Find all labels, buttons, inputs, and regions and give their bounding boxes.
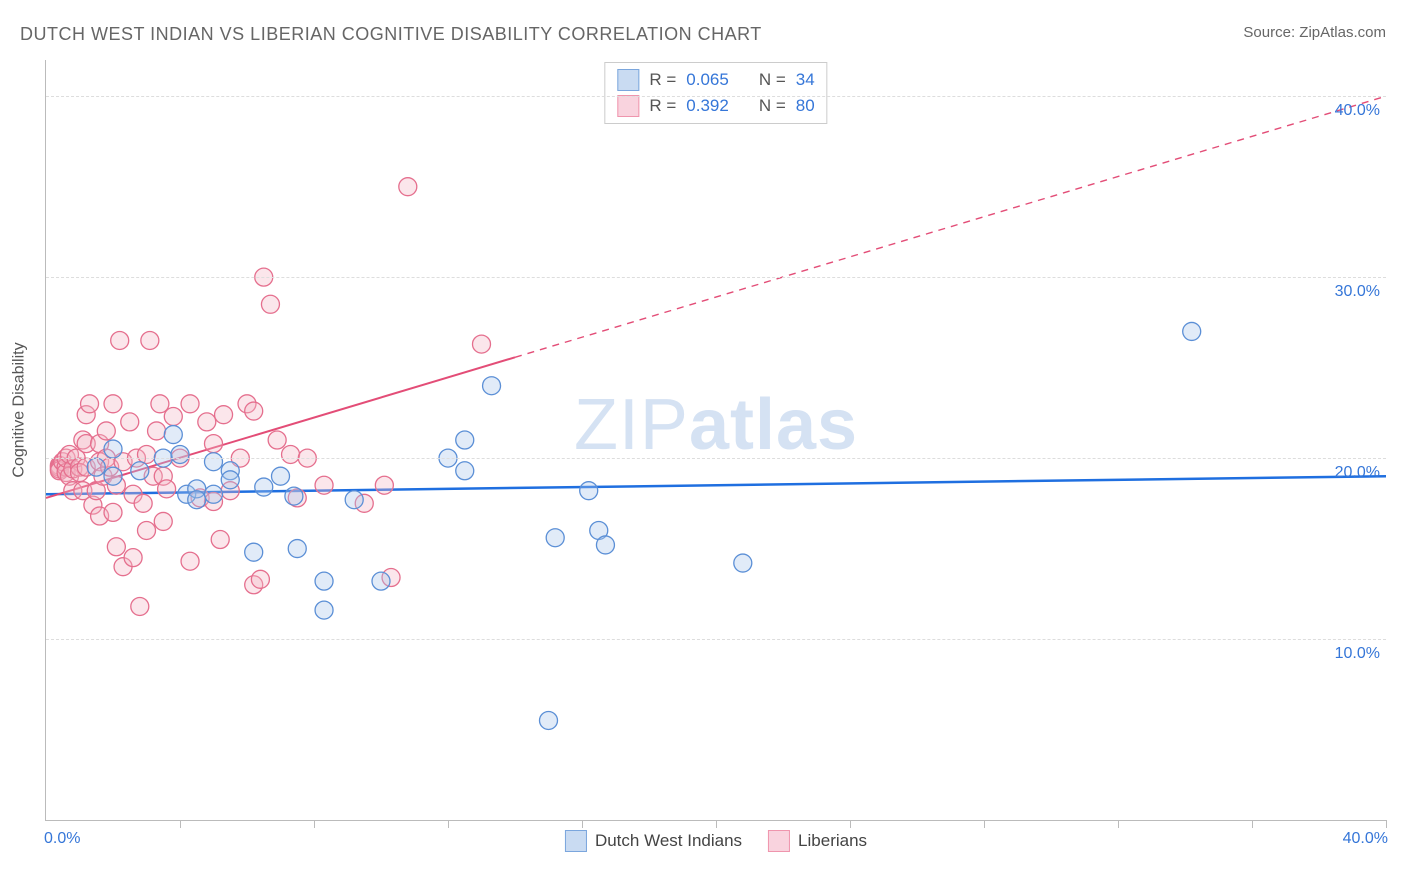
- gridline: [46, 277, 1386, 278]
- data-point: [104, 503, 122, 521]
- data-point: [124, 549, 142, 567]
- gridline: [46, 639, 1386, 640]
- series-legend: Dutch West Indians Liberians: [565, 830, 867, 852]
- data-point: [148, 422, 166, 440]
- legend-label-2: Liberians: [798, 831, 867, 851]
- gridline: [46, 96, 1386, 97]
- x-axis-min-label: 0.0%: [44, 830, 80, 848]
- data-point: [483, 377, 501, 395]
- data-point: [205, 485, 223, 503]
- data-point: [288, 540, 306, 558]
- data-point: [131, 462, 149, 480]
- data-point: [596, 536, 614, 554]
- y-tick-label: 10.0%: [1335, 645, 1380, 663]
- legend-item-2: Liberians: [768, 830, 867, 852]
- data-point: [158, 480, 176, 498]
- data-point: [121, 413, 139, 431]
- x-axis-max-label: 40.0%: [1343, 830, 1388, 848]
- data-point: [245, 402, 263, 420]
- data-point: [104, 440, 122, 458]
- data-point: [134, 494, 152, 512]
- legend-item-1: Dutch West Indians: [565, 830, 742, 852]
- data-point: [372, 572, 390, 590]
- y-tick-label: 40.0%: [1335, 102, 1380, 120]
- y-tick-label: 20.0%: [1335, 464, 1380, 482]
- data-point: [282, 445, 300, 463]
- y-tick-label: 30.0%: [1335, 283, 1380, 301]
- data-point: [268, 431, 286, 449]
- data-point: [456, 462, 474, 480]
- data-point: [251, 570, 269, 588]
- data-point: [141, 331, 159, 349]
- source-label: Source:: [1243, 24, 1295, 41]
- data-point: [734, 554, 752, 572]
- data-point: [211, 531, 229, 549]
- data-point: [181, 395, 199, 413]
- chart-container: DUTCH WEST INDIAN VS LIBERIAN COGNITIVE …: [0, 0, 1406, 892]
- swatch-bottom-1: [565, 830, 587, 852]
- data-point: [104, 467, 122, 485]
- plot-area: ZIPatlas R = 0.065 N = 34 R = 0.392 N = …: [45, 60, 1386, 821]
- data-point: [138, 521, 156, 539]
- data-point: [138, 445, 156, 463]
- data-point: [181, 552, 199, 570]
- x-tick: [850, 820, 851, 828]
- data-point: [107, 538, 125, 556]
- data-point: [546, 529, 564, 547]
- x-tick: [180, 820, 181, 828]
- data-point: [97, 422, 115, 440]
- data-point: [345, 491, 363, 509]
- x-tick: [314, 820, 315, 828]
- data-point: [154, 512, 172, 530]
- swatch-bottom-2: [768, 830, 790, 852]
- data-point: [81, 395, 99, 413]
- data-point: [205, 453, 223, 471]
- x-tick: [582, 820, 583, 828]
- data-point: [87, 458, 105, 476]
- data-point: [188, 491, 206, 509]
- y-axis-label: Cognitive Disability: [11, 342, 29, 477]
- data-point: [205, 435, 223, 453]
- y-axis-label-wrap: Cognitive Disability: [10, 0, 30, 820]
- data-point: [215, 406, 233, 424]
- data-point: [473, 335, 491, 353]
- data-point: [131, 597, 149, 615]
- source-link[interactable]: ZipAtlas.com: [1299, 24, 1386, 41]
- x-tick: [1386, 820, 1387, 828]
- data-point: [315, 476, 333, 494]
- data-point: [375, 476, 393, 494]
- data-point: [580, 482, 598, 500]
- data-point: [540, 711, 558, 729]
- data-point: [171, 445, 189, 463]
- scatter-points-layer: [46, 60, 1386, 820]
- x-tick: [984, 820, 985, 828]
- x-tick: [1252, 820, 1253, 828]
- x-tick: [1118, 820, 1119, 828]
- data-point: [285, 487, 303, 505]
- data-point: [315, 572, 333, 590]
- gridline: [46, 458, 1386, 459]
- data-point: [272, 467, 290, 485]
- data-point: [104, 395, 122, 413]
- chart-title: DUTCH WEST INDIAN VS LIBERIAN COGNITIVE …: [20, 24, 762, 45]
- data-point: [111, 331, 129, 349]
- x-tick: [448, 820, 449, 828]
- data-point: [198, 413, 216, 431]
- data-point: [164, 426, 182, 444]
- data-point: [261, 295, 279, 313]
- data-point: [315, 601, 333, 619]
- data-point: [221, 471, 239, 489]
- data-point: [255, 478, 273, 496]
- data-point: [245, 543, 263, 561]
- data-point: [164, 407, 182, 425]
- data-point: [399, 178, 417, 196]
- legend-label-1: Dutch West Indians: [595, 831, 742, 851]
- source-attribution: Source: ZipAtlas.com: [1243, 24, 1386, 41]
- data-point: [456, 431, 474, 449]
- data-point: [1183, 322, 1201, 340]
- x-tick: [716, 820, 717, 828]
